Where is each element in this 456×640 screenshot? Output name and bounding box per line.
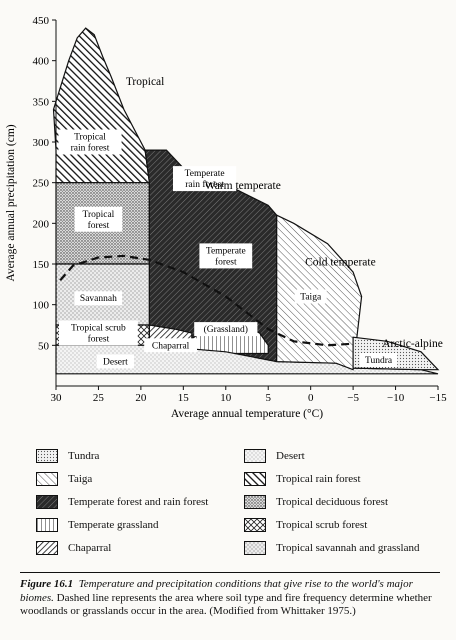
legend-label: Temperate grassland bbox=[68, 519, 159, 531]
legend-label: Tropical savannah and grassland bbox=[276, 542, 420, 554]
x-tick-label: −5 bbox=[347, 392, 359, 404]
biome-label-box-temperate-rain-forest bbox=[173, 166, 237, 192]
legend-label: Tropical rain forest bbox=[276, 473, 361, 485]
legend-item: Tropical rain forest bbox=[244, 471, 361, 487]
y-tick-label: 100 bbox=[33, 300, 50, 312]
biome-label-tropical-scrub: forest bbox=[88, 334, 110, 345]
biome-label-box-temperate-forest bbox=[199, 243, 253, 269]
biome-label-box-tundra bbox=[360, 353, 398, 367]
legend-swatch-savannah bbox=[244, 541, 266, 555]
legend-swatch-scrub bbox=[244, 518, 266, 532]
legend-label: Tropical scrub forest bbox=[276, 519, 368, 531]
legend-label: Tundra bbox=[68, 450, 100, 462]
legend-item: Taiga bbox=[36, 471, 92, 487]
legend-swatch-desert bbox=[244, 449, 266, 463]
climate-label-warm-temperate: Warm temperate bbox=[205, 180, 281, 192]
legend-item: Chaparral bbox=[36, 540, 111, 556]
x-tick-label: 25 bbox=[93, 392, 105, 404]
y-tick-label: 350 bbox=[33, 96, 50, 108]
biome-label-tropical-forest: forest bbox=[88, 220, 110, 231]
biome-label-tropical-rain-forest: Tropical bbox=[74, 133, 106, 143]
climate-label-arctic-alpine: Arctic-alpine bbox=[382, 338, 443, 350]
climate-label-cold-temperate: Cold temperate bbox=[305, 257, 376, 269]
y-tick-label: 50 bbox=[38, 340, 50, 352]
legend-item: Desert bbox=[244, 448, 305, 464]
biome-label-box-savannah bbox=[74, 291, 123, 306]
biome-label-box-tropical-rain-forest bbox=[58, 129, 122, 155]
biome-label-box-desert bbox=[96, 354, 134, 369]
y-axis-label: Average annual precipitation (cm) bbox=[5, 124, 17, 281]
legend-swatch-temperate bbox=[36, 495, 58, 509]
x-tick-label: 15 bbox=[178, 392, 190, 404]
biome-label-chaparral: Chaparral bbox=[152, 341, 190, 351]
caption-plain-text: Dashed line represents the area where so… bbox=[20, 591, 432, 618]
y-tick-label: 450 bbox=[33, 15, 50, 27]
biome-label-box-tropical-scrub bbox=[59, 320, 138, 346]
biome-label-tropical-forest: Tropical bbox=[82, 210, 114, 220]
legend-swatch-deciduous bbox=[244, 495, 266, 509]
figure-caption: Figure 16.1 Temperature and precipitatio… bbox=[20, 572, 440, 619]
x-tick-label: 30 bbox=[51, 392, 63, 404]
y-tick-label: 400 bbox=[33, 56, 50, 68]
climate-label-tropical: Tropical bbox=[126, 76, 165, 88]
x-tick-label: 20 bbox=[135, 392, 147, 404]
biome-label-taiga: Taiga bbox=[300, 293, 322, 303]
legend: Tundra Desert Taiga Tropical rain forest Tem… bbox=[36, 448, 436, 564]
legend-label: Desert bbox=[276, 450, 305, 462]
legend-swatch-chaparral bbox=[36, 541, 58, 555]
legend-item: Tundra bbox=[36, 448, 99, 464]
biome-label-temperate-rain-forest: rain forest bbox=[185, 179, 224, 190]
biome-label-box-tropical-forest bbox=[74, 206, 123, 232]
legend-item: Temperate grassland bbox=[36, 517, 159, 533]
caption-label: Figure 16.1 bbox=[20, 578, 74, 590]
x-tick-label: −15 bbox=[429, 392, 447, 404]
legend-label: Tropical deciduous forest bbox=[276, 496, 389, 508]
legend-item: Tropical savannah and grassland bbox=[244, 540, 419, 556]
biome-label-temperate-forest: forest bbox=[215, 256, 237, 267]
biome-label-tropical-rain-forest: rain forest bbox=[71, 143, 110, 154]
y-tick-label: 250 bbox=[33, 178, 50, 190]
biome-label-temperate-rain-forest: Temperate bbox=[185, 169, 225, 179]
biome-label-desert: Desert bbox=[103, 358, 128, 368]
legend-item: Tropical deciduous forest bbox=[244, 494, 388, 510]
caption-italic-text: Temperature and precipitation conditions… bbox=[20, 578, 413, 604]
x-axis-label: Average annual temperature (°C) bbox=[171, 408, 323, 420]
biome-label-tropical-scrub: Tropical scrub bbox=[71, 324, 126, 334]
woodland-grassland-dashed-boundary bbox=[59, 254, 354, 347]
x-tick-label: 5 bbox=[265, 392, 271, 404]
legend-item: Temperate forest and rain forest bbox=[36, 494, 208, 510]
legend-item: Tropical scrub forest bbox=[244, 517, 367, 533]
legend-label: Taiga bbox=[68, 473, 93, 485]
x-tick-label: 0 bbox=[308, 392, 314, 404]
biome-region-tropical-rain-forest bbox=[52, 27, 151, 184]
biome-label-tundra: Tundra bbox=[365, 356, 393, 366]
y-tick-label: 150 bbox=[33, 259, 50, 271]
x-tick-label: 10 bbox=[220, 392, 232, 404]
legend-label: Chaparral bbox=[68, 542, 112, 554]
x-tick-label: −10 bbox=[387, 392, 405, 404]
biome-label-temperate-forest: Temperate bbox=[206, 246, 246, 256]
biome-label-box-taiga bbox=[294, 289, 327, 304]
biome-label-box-grassland bbox=[194, 322, 258, 337]
biome-label-savannah: Savannah bbox=[80, 294, 117, 304]
legend-swatch-taiga bbox=[36, 472, 58, 486]
legend-swatch-tundra bbox=[36, 449, 58, 463]
legend-swatch-grassland bbox=[36, 518, 58, 532]
legend-label: Temperate forest and rain forest bbox=[68, 496, 209, 508]
biome-label-box-chaparral bbox=[144, 338, 197, 353]
y-tick-label: 200 bbox=[33, 218, 50, 230]
y-tick-label: 300 bbox=[33, 137, 50, 149]
biome-label-grassland: (Grassland) bbox=[204, 324, 248, 335]
legend-swatch-rainforest bbox=[244, 472, 266, 486]
